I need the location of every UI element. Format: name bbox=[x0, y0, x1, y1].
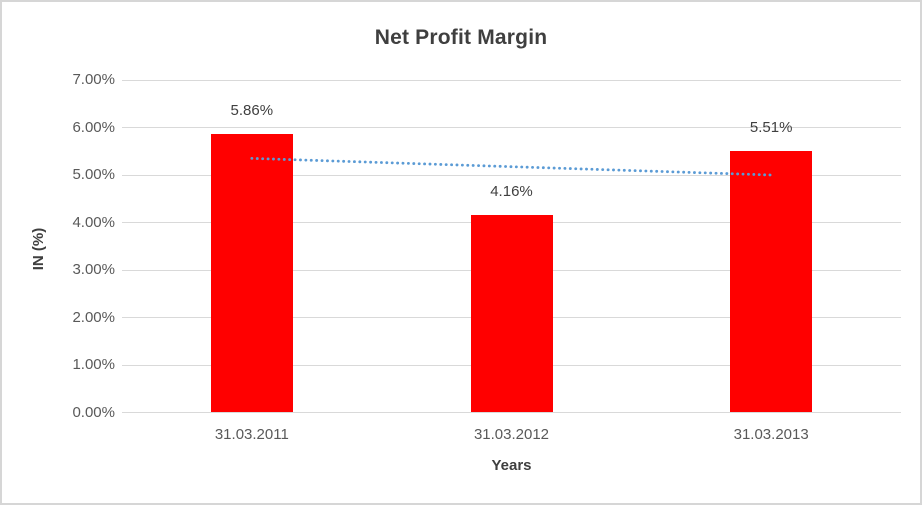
y-tick-label: 4.00% bbox=[72, 213, 115, 231]
x-tick-label: 31.03.2011 bbox=[214, 426, 289, 443]
chart-title: Net Profit Margin bbox=[374, 26, 548, 49]
y-tick-label: 6.00% bbox=[72, 118, 115, 136]
x-tick-label: 31.03.2013 bbox=[733, 426, 809, 443]
y-tick-label: 1.00% bbox=[72, 356, 115, 373]
y-tick-label: 0.00% bbox=[72, 403, 115, 421]
y-tick-label: 2.00% bbox=[72, 308, 115, 326]
bar-data-label: 5.51% bbox=[749, 118, 793, 136]
bar bbox=[730, 150, 813, 413]
x-tick-label: 31.03.2012 bbox=[473, 426, 550, 443]
gridline bbox=[122, 127, 901, 128]
y-tick-label: 5.00% bbox=[72, 166, 115, 183]
gridline bbox=[122, 79, 901, 81]
y-axis-title: IN (%) bbox=[30, 227, 47, 271]
trendline bbox=[250, 156, 773, 177]
gridline bbox=[122, 412, 901, 413]
bar bbox=[470, 214, 553, 413]
y-tick-label: 7.00% bbox=[72, 71, 115, 88]
bar-data-label: 5.86% bbox=[230, 102, 274, 120]
x-axis-title: Years bbox=[491, 457, 532, 474]
bar-data-label: 4.16% bbox=[490, 182, 533, 200]
bar bbox=[210, 134, 293, 413]
y-tick-label: 3.00% bbox=[72, 261, 115, 278]
